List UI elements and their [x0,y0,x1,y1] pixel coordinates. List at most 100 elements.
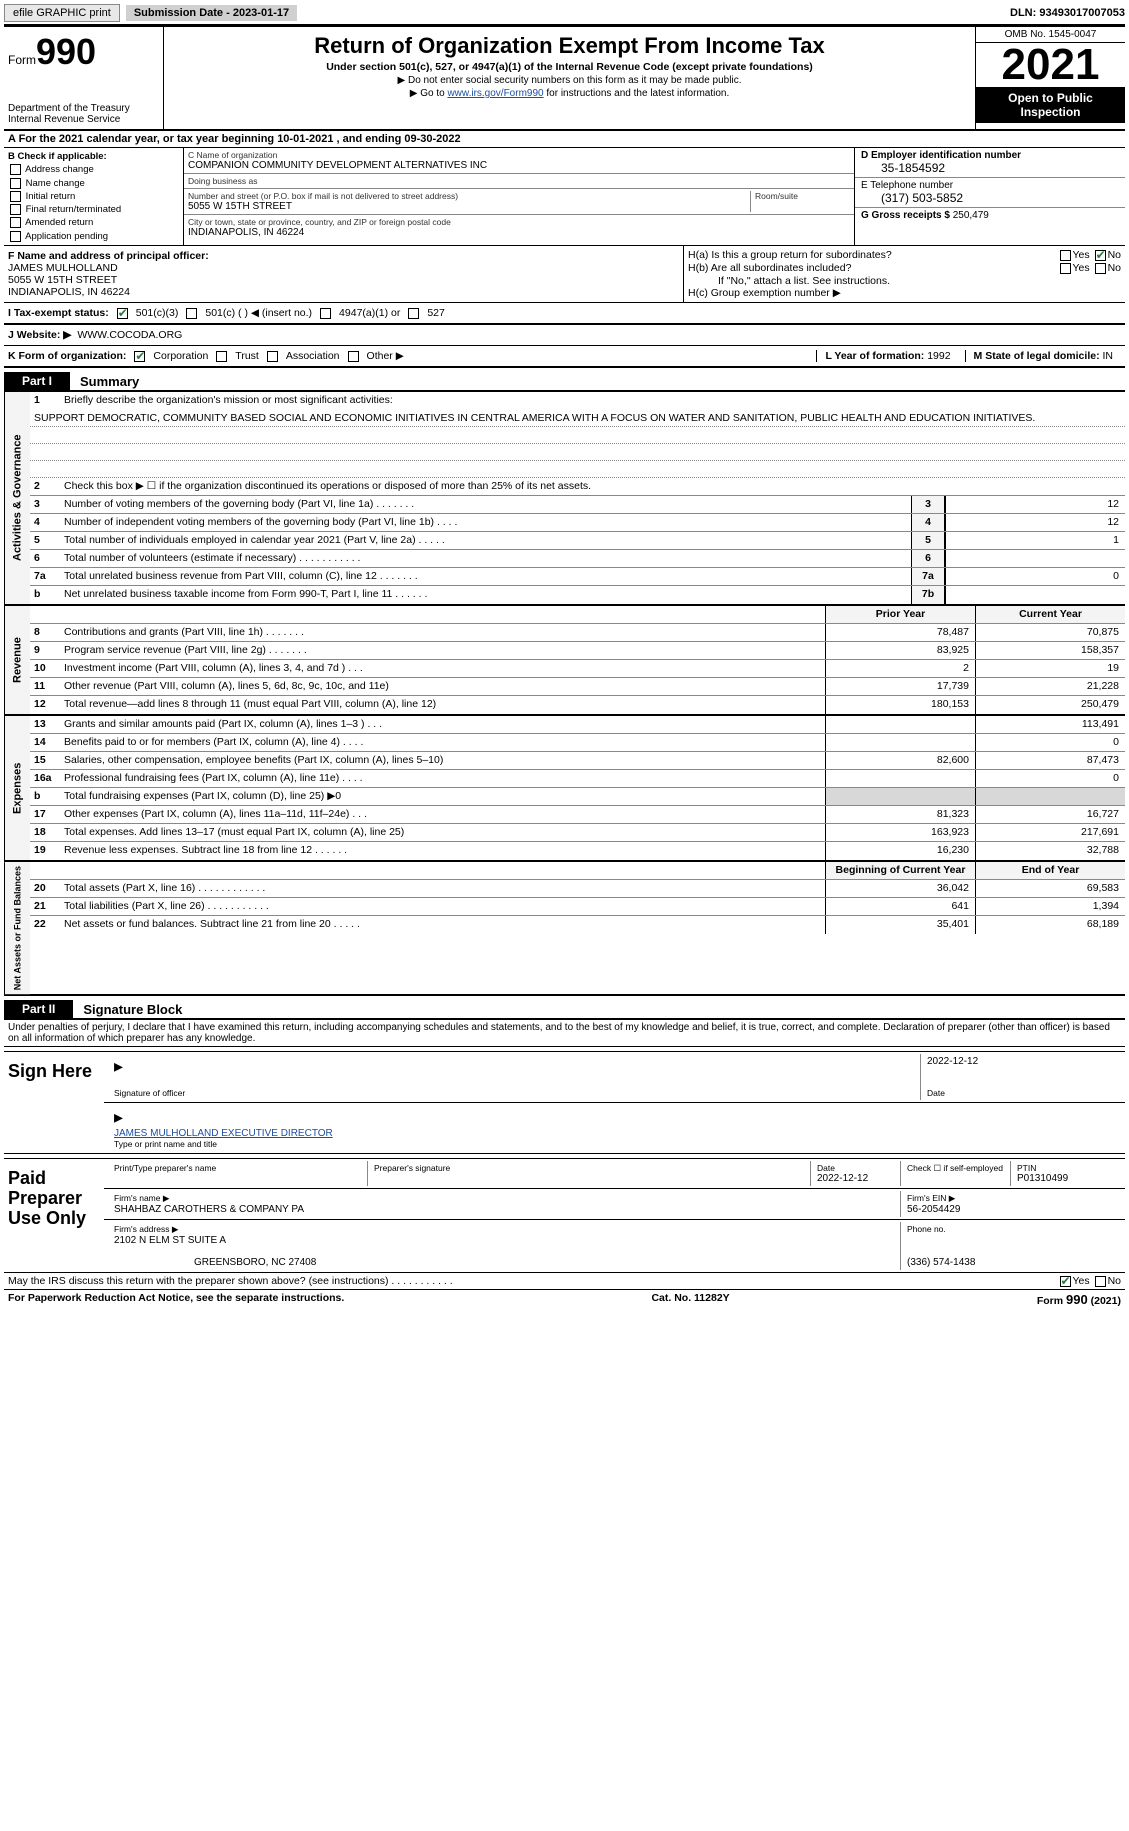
line-num: b [30,788,60,805]
no-label: No [1108,249,1121,261]
efile-print-button[interactable]: efile GRAPHIC print [4,4,120,22]
yes-label: Yes [1073,249,1090,261]
discuss-row: May the IRS discuss this return with the… [4,1273,1125,1290]
table-row: 15Salaries, other compensation, employee… [30,752,1125,770]
form-title: Return of Organization Exempt From Incom… [170,33,969,59]
firm-phone-label: Phone no. [907,1224,1115,1234]
colb-item: Application pending [8,230,179,243]
city-value: INDIANAPOLIS, IN 46224 [188,227,850,238]
prior-value: 163,923 [825,824,975,841]
line-label: Program service revenue (Part VIII, line… [60,642,825,659]
line-num: 19 [30,842,60,860]
table-row: 18Total expenses. Add lines 13–17 (must … [30,824,1125,842]
ha-no-checkbox[interactable] [1095,250,1106,261]
hb-yes-checkbox[interactable] [1060,263,1071,274]
footer: For Paperwork Reduction Act Notice, see … [4,1290,1125,1309]
hb-no-checkbox[interactable] [1095,263,1106,274]
tax-year: 2021 [976,43,1125,87]
self-employed-check[interactable]: Check ☐ if self-employed [907,1163,1004,1174]
ha-yes-checkbox[interactable] [1060,250,1071,261]
submission-date: Submission Date - 2023-01-17 [126,5,297,21]
colb-checkbox[interactable] [10,178,21,189]
officer-name-link[interactable]: JAMES MULHOLLAND EXECUTIVE DIRECTOR [114,1128,1115,1139]
corp-label: Corporation [153,350,208,362]
line-num: 6 [30,550,60,567]
discuss-no-checkbox[interactable] [1095,1276,1106,1287]
501c-checkbox[interactable] [186,308,197,319]
line-2-label: Check this box ▶ ☐ if the organization d… [60,478,1125,495]
other-checkbox[interactable] [348,351,359,362]
irs-link[interactable]: www.irs.gov/Form990 [447,88,543,99]
current-value: 32,788 [975,842,1125,860]
irs-label: Internal Revenue Service [8,114,159,125]
part-i-title: Summary [70,374,139,389]
colb-checkbox[interactable] [10,217,21,228]
line-label: Net unrelated business taxable income fr… [60,586,911,604]
line-label: Benefits paid to or for members (Part IX… [60,734,825,751]
line-num: 15 [30,752,60,769]
527-checkbox[interactable] [408,308,419,319]
discuss-yes-checkbox[interactable] [1060,1276,1071,1287]
table-row: 11Other revenue (Part VIII, column (A), … [30,678,1125,696]
table-row: 8Contributions and grants (Part VIII, li… [30,624,1125,642]
end-year-header: End of Year [975,862,1125,879]
form-header: Form990 Department of the Treasury Inter… [4,25,1125,131]
colb-checkbox[interactable] [10,164,21,175]
assoc-checkbox[interactable] [267,351,278,362]
hb-label: H(b) Are all subordinates included? [688,262,851,274]
hb-note: If "No," attach a list. See instructions… [688,275,1121,287]
line-num: 18 [30,824,60,841]
line-2-num: 2 [30,478,60,495]
firm-phone-value: (336) 574-1438 [907,1257,1115,1268]
table-row: 14Benefits paid to or for members (Part … [30,734,1125,752]
line-num: 20 [30,880,60,897]
side-label-revenue: Revenue [4,606,30,714]
table-row: 13Grants and similar amounts paid (Part … [30,716,1125,734]
table-row: 21Total liabilities (Part X, line 26) . … [30,898,1125,916]
sign-here-label: Sign Here [4,1052,104,1153]
sig-date-label: Date [927,1088,1115,1098]
current-value: 21,228 [975,678,1125,695]
colb-checkbox[interactable] [10,204,21,215]
4947-checkbox[interactable] [320,308,331,319]
open-to-public: Open to Public Inspection [976,87,1125,123]
line-label: Total number of volunteers (estimate if … [60,550,911,567]
part-ii-header: Part II Signature Block [4,1000,1125,1020]
gross-receipts-label: G Gross receipts $ [861,210,950,221]
officer-name-label: Type or print name and title [114,1139,1115,1149]
col-b-title: B Check if applicable: [8,150,179,163]
preparer-sig-label: Preparer's signature [374,1163,804,1173]
colb-checkbox[interactable] [10,191,21,202]
line-box: 4 [911,514,945,531]
501c3-checkbox[interactable] [117,308,128,319]
current-value: 0 [975,734,1125,751]
no-label: No [1108,262,1121,274]
prior-value [825,788,975,805]
table-row: 16aProfessional fundraising fees (Part I… [30,770,1125,788]
corp-checkbox[interactable] [134,351,145,362]
colb-item: Initial return [8,190,179,203]
state-domicile-label: M State of legal domicile: [974,350,1100,362]
go-to-prefix: ▶ Go to [410,88,448,99]
header-mid: Return of Organization Exempt From Incom… [164,27,975,129]
trust-checkbox[interactable] [216,351,227,362]
ha-label: H(a) Is this a group return for subordin… [688,249,892,261]
part-i-header: Part I Summary [4,372,1125,392]
line-num: 7a [30,568,60,585]
501c-label: 501(c) ( ) ◀ (insert no.) [205,307,312,319]
prior-value: 17,739 [825,678,975,695]
assoc-label: Association [286,350,340,362]
top-bar: efile GRAPHIC print Submission Date - 20… [4,4,1125,25]
colb-item: Name change [8,177,179,190]
table-row: 10Investment income (Part VIII, column (… [30,660,1125,678]
line-label: Net assets or fund balances. Subtract li… [60,916,825,934]
year-formation-value: 1992 [927,350,950,362]
current-value: 68,189 [975,916,1125,934]
addr-label: Number and street (or P.O. box if mail i… [188,191,750,201]
line-label: Salaries, other compensation, employee b… [60,752,825,769]
mission-blank-2 [30,444,1125,461]
firm-name-value: SHAHBAZ CAROTHERS & COMPANY PA [114,1204,894,1215]
line-num: 13 [30,716,60,733]
prior-year-header: Prior Year [825,606,975,623]
colb-checkbox[interactable] [10,231,21,242]
